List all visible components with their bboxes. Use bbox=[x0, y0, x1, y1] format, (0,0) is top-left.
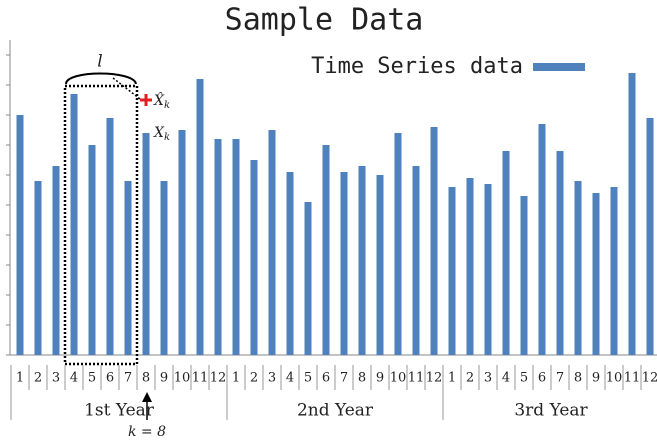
x-tick-label: 7 bbox=[340, 371, 348, 386]
bar bbox=[394, 133, 402, 355]
bar bbox=[160, 181, 168, 355]
legend-label: Time Series data bbox=[311, 54, 523, 79]
bar bbox=[34, 181, 42, 355]
bar bbox=[52, 166, 60, 355]
x-tick-label: 7 bbox=[124, 371, 132, 386]
x-tick-label: 9 bbox=[592, 371, 600, 386]
x-tick-label: 2 bbox=[34, 371, 42, 386]
x-tick-label: 7 bbox=[556, 371, 564, 386]
x-tick-label: 3 bbox=[268, 371, 276, 386]
bar bbox=[322, 145, 330, 355]
x-tick-label: 6 bbox=[538, 371, 546, 386]
actual-label: Xk bbox=[153, 125, 170, 143]
bar bbox=[196, 79, 204, 355]
x-tick-label: 12 bbox=[642, 371, 657, 386]
forecast-label: X̂k bbox=[153, 91, 170, 110]
bar bbox=[70, 94, 78, 355]
bar bbox=[268, 130, 276, 355]
bar bbox=[376, 175, 384, 355]
forecast-link bbox=[112, 77, 141, 100]
bar bbox=[646, 118, 654, 355]
x-tick-label: 4 bbox=[70, 371, 78, 386]
x-tick-label: 3 bbox=[484, 371, 492, 386]
bar bbox=[142, 133, 150, 355]
window-label: l bbox=[97, 52, 102, 72]
chart-title: Sample Data bbox=[225, 3, 424, 38]
bar bbox=[610, 187, 618, 355]
bar bbox=[484, 184, 492, 355]
x-tick-label: 12 bbox=[210, 371, 227, 386]
x-tick-label: 1 bbox=[448, 371, 456, 386]
bar bbox=[250, 160, 258, 355]
bar bbox=[340, 172, 348, 355]
pointer-head bbox=[142, 392, 152, 402]
bar bbox=[592, 193, 600, 355]
bar bbox=[304, 202, 312, 355]
pointer-label: k = 8 bbox=[128, 424, 166, 440]
bar bbox=[358, 166, 366, 355]
bar bbox=[124, 181, 132, 355]
bar bbox=[106, 118, 114, 355]
bar bbox=[412, 166, 420, 355]
x-tick-label: 8 bbox=[574, 371, 582, 386]
x-tick-label: 8 bbox=[358, 371, 366, 386]
x-tick-label: 9 bbox=[376, 371, 384, 386]
x-tick-label: 11 bbox=[624, 371, 641, 386]
x-tick-label: 5 bbox=[304, 371, 312, 386]
forecast-sub: k bbox=[164, 100, 170, 111]
x-tick-label: 8 bbox=[142, 371, 150, 386]
actual-symbol: X bbox=[153, 125, 165, 141]
forecast-symbol: X̂ bbox=[153, 91, 165, 109]
bar bbox=[556, 151, 564, 355]
actual-sub: k bbox=[164, 132, 170, 143]
legend-swatch bbox=[533, 63, 585, 71]
bar bbox=[16, 115, 24, 355]
x-tick-label: 4 bbox=[502, 371, 510, 386]
x-tick-label: 3 bbox=[52, 371, 60, 386]
bar bbox=[628, 73, 636, 355]
x-tick-label: 10 bbox=[174, 371, 191, 386]
x-tick-label: 4 bbox=[286, 371, 294, 386]
x-tick-label: 1 bbox=[16, 371, 24, 386]
x-tick-label: 1 bbox=[232, 371, 240, 386]
bar bbox=[232, 139, 240, 355]
x-tick-label: 6 bbox=[322, 371, 330, 386]
bar bbox=[502, 151, 510, 355]
window-brace bbox=[65, 72, 137, 85]
bar bbox=[448, 187, 456, 355]
x-tick-label: 2 bbox=[250, 371, 258, 386]
group-label: 3rd Year bbox=[514, 401, 588, 421]
bar bbox=[286, 172, 294, 355]
x-tick-label: 6 bbox=[106, 371, 114, 386]
x-tick-label: 5 bbox=[520, 371, 528, 386]
window-box bbox=[63, 84, 139, 366]
bar bbox=[430, 127, 438, 355]
bar bbox=[178, 130, 186, 355]
x-tick-label: 11 bbox=[408, 371, 425, 386]
bar bbox=[214, 139, 222, 355]
bar bbox=[574, 181, 582, 355]
forecast-marker bbox=[140, 94, 152, 106]
x-tick-label: 2 bbox=[466, 371, 474, 386]
bar bbox=[88, 145, 96, 355]
bar bbox=[538, 124, 546, 355]
x-tick-label: 11 bbox=[192, 371, 209, 386]
bar bbox=[466, 178, 474, 355]
x-tick-label: 5 bbox=[88, 371, 96, 386]
x-tick-label: 9 bbox=[160, 371, 168, 386]
group-label: 2nd Year bbox=[297, 401, 374, 421]
x-tick-label: 12 bbox=[426, 371, 443, 386]
x-tick-label: 10 bbox=[606, 371, 623, 386]
x-tick-label: 10 bbox=[390, 371, 407, 386]
group-label: 1st Year bbox=[84, 401, 155, 421]
bar bbox=[520, 196, 528, 355]
